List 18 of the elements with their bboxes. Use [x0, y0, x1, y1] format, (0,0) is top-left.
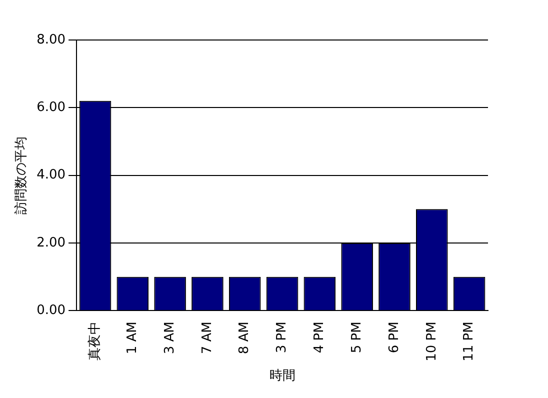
y-tick-label: 2.00: [36, 235, 66, 250]
x-tick-label: 5 PM: [349, 322, 364, 354]
x-axis-title: 時間: [269, 368, 296, 384]
x-tick-label: 7 AM: [200, 322, 215, 354]
x-tick-label: 6 PM: [386, 322, 402, 354]
y-tick-label: 8.00: [36, 32, 66, 48]
x-tick-label: 11 PM: [462, 322, 477, 362]
x-tick-label: 3 AM: [162, 322, 178, 354]
x-tick-label: 4 PM: [312, 322, 328, 354]
x-tick-label: 真夜中: [86, 322, 103, 361]
y-tick-label: 6.00: [36, 100, 66, 116]
y-axis-title: 訪問数の平均: [14, 136, 30, 214]
x-tick-label: 3 PM: [274, 322, 290, 354]
y-tick-label: 4.00: [36, 168, 66, 183]
x-tick-label: 1 AM: [125, 322, 140, 354]
y-tick-label: 0.00: [36, 303, 66, 318]
x-tick-label: 10 PM: [424, 322, 440, 362]
x-tick-label: 8 AM: [237, 322, 252, 354]
